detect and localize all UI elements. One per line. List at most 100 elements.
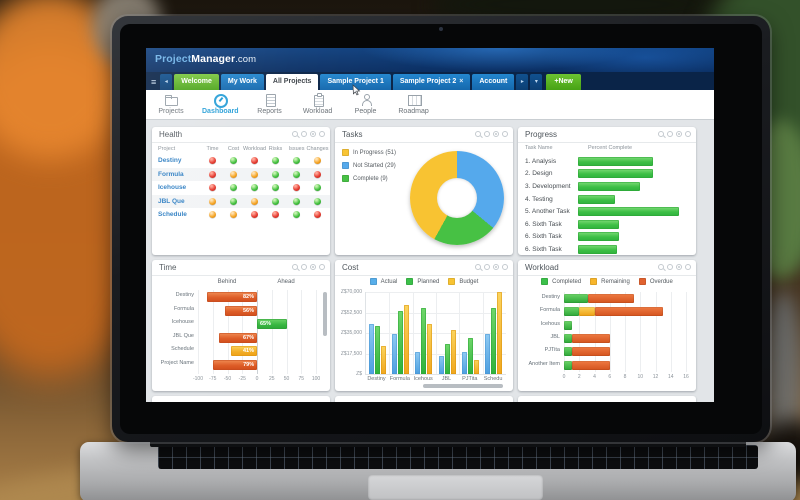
search-icon[interactable] [292, 131, 298, 137]
health-cell [244, 211, 265, 219]
workload-bar-segment-overdue [571, 360, 610, 370]
health-header-row: Project Time Cost Workload Risks Issues Change… [152, 143, 330, 154]
search-icon[interactable] [658, 264, 664, 270]
hamburger-menu-icon[interactable]: ≡ [151, 77, 157, 87]
settings-icon[interactable] [493, 131, 499, 137]
red-status-icon [272, 211, 279, 219]
close-icon[interactable] [502, 264, 508, 270]
search-icon[interactable] [475, 264, 481, 270]
close-icon[interactable] [685, 131, 691, 137]
progress-bar-label: 39% [578, 241, 592, 247]
search-icon[interactable] [292, 264, 298, 270]
minimize-icon[interactable] [301, 264, 307, 270]
gridline [686, 292, 687, 372]
project-link[interactable]: Formula [158, 170, 184, 178]
axis-tick-label: Z$35,000 [340, 330, 362, 336]
red-status-icon [209, 157, 216, 165]
panel-controls [292, 264, 325, 270]
panel-header: Workload [518, 260, 696, 276]
app-header: ProjectManager.com [146, 48, 714, 72]
vertical-scrollbar[interactable] [323, 292, 327, 336]
toolbar-item-people[interactable]: People [349, 94, 383, 115]
panel-controls [658, 264, 691, 270]
tab-label: Account [479, 78, 508, 85]
tab-sample-project-1[interactable]: Sample Project 1 [320, 74, 391, 90]
project-link[interactable]: Icehouse [158, 184, 187, 192]
health-cell [223, 170, 244, 178]
minimize-icon[interactable] [301, 131, 307, 137]
webcam-icon [439, 27, 443, 31]
minimize-icon[interactable] [484, 131, 490, 137]
search-icon[interactable] [658, 131, 664, 137]
settings-icon[interactable] [310, 131, 316, 137]
health-cell [223, 197, 244, 205]
legend-label: Complete (9) [353, 175, 388, 182]
green-status-icon [272, 157, 279, 165]
gridline [257, 290, 258, 374]
time-bar-label: 67% [242, 334, 254, 341]
close-icon[interactable] [319, 264, 325, 270]
tabs-scroll-left-button[interactable]: ◂ [160, 74, 173, 90]
tab-account[interactable]: Account [472, 74, 515, 90]
health-cell [202, 157, 223, 165]
workload-plot-area [564, 292, 687, 372]
project-link[interactable]: JBL Que [158, 197, 185, 205]
toolbar-item-reports[interactable]: Reports [253, 94, 287, 115]
toolbar-item-workload[interactable]: Workload [301, 93, 335, 115]
legend-item: Planned [406, 278, 439, 285]
task-name: 5. Another Task [525, 208, 570, 216]
tabs-dropdown-button[interactable]: ▾ [530, 74, 543, 90]
search-icon[interactable] [475, 131, 481, 137]
axis-tick-label: Z$52,500 [340, 309, 362, 316]
cost-bar [403, 304, 409, 374]
gridline [655, 292, 657, 372]
close-icon[interactable] [319, 131, 325, 137]
workload-bar-segment-completed [564, 307, 580, 317]
green-status-icon [230, 184, 237, 192]
tab-close-icon[interactable]: × [459, 78, 464, 85]
panel-title: Cost [342, 263, 359, 272]
cost-bar [380, 345, 386, 374]
red-status-icon [251, 157, 258, 165]
health-cell [307, 184, 328, 192]
project-link[interactable]: Schedule [158, 211, 187, 219]
progress-rows: 1. Analysis72%2. Design72%3. Development… [518, 155, 696, 255]
legend-swatch [406, 278, 414, 285]
gridline [436, 292, 437, 374]
progress-column-header: Task Name [525, 145, 553, 151]
settings-icon[interactable] [676, 131, 682, 137]
axis-tick-label: 10 [637, 374, 644, 380]
minimize-icon[interactable] [667, 264, 673, 270]
task-name: 3. Development [525, 182, 571, 190]
health-cell [286, 184, 307, 192]
tab-welcome[interactable]: Welcome [174, 74, 219, 90]
progress-bar-label: 36% [578, 204, 592, 210]
app-logo[interactable]: ProjectManager.com [155, 53, 256, 65]
close-icon[interactable] [685, 264, 691, 270]
tab-all-projects[interactable]: All Projects [265, 74, 319, 90]
settings-icon[interactable] [676, 264, 682, 270]
time-bar-label: 82% [242, 294, 254, 300]
cost-bar [368, 323, 374, 374]
legend-swatch [342, 162, 349, 169]
horizontal-scrollbar[interactable] [423, 384, 503, 388]
health-cell [244, 184, 265, 192]
toolbar-item-roadmap[interactable]: Roadmap [397, 94, 431, 115]
legend-label: Actual [380, 278, 398, 285]
time-bar: 82% [206, 292, 257, 302]
toolbar-item-dashboard[interactable]: Dashboard [202, 94, 239, 115]
minimize-icon[interactable] [484, 264, 490, 270]
settings-icon[interactable] [310, 264, 316, 270]
toolbar-item-projects[interactable]: Projects [154, 94, 188, 115]
new-project-button[interactable]: +New [546, 74, 581, 90]
settings-icon[interactable] [493, 264, 499, 270]
minimize-icon[interactable] [667, 131, 673, 137]
tasks-legend: In Progress (51) Not Started (29) Complete… [342, 149, 396, 188]
tab-sample-project-2[interactable]: Sample Project 2 × [392, 74, 471, 90]
tabs-scroll-right-button[interactable]: ▸ [516, 74, 529, 90]
orange-status-icon [209, 211, 216, 219]
close-icon[interactable] [502, 131, 508, 137]
project-link[interactable]: Destiny [158, 157, 182, 165]
module-toolbar: Projects Dashboard Reports Workload People Ro… [146, 90, 714, 120]
tab-my-work[interactable]: My Work [220, 74, 264, 90]
